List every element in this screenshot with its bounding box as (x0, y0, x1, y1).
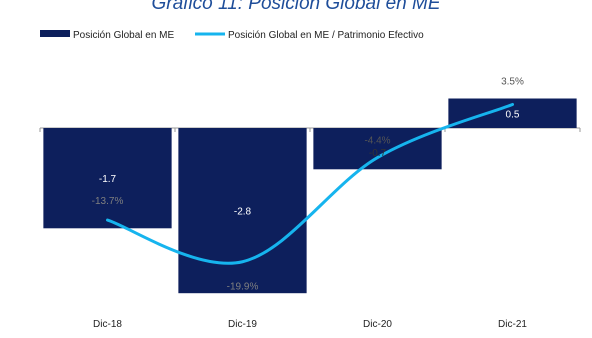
legend-bar-swatch (40, 30, 70, 37)
bar-dic-18 (43, 128, 172, 229)
category-label: Dic-21 (498, 319, 527, 330)
ratio-value-label: 3.5% (501, 76, 524, 87)
ratio-value-labels: -13.7% -19.9% -4.4% 3.5% (92, 76, 524, 292)
ratio-line (106, 102, 514, 265)
legend-line-label: Posición Global en ME / Patrimonio Efect… (228, 30, 424, 41)
chart-legend: Posición Global en ME Posición Global en… (40, 30, 424, 41)
bar-value-label: 0.5 (506, 109, 520, 120)
bar-series (43, 98, 577, 294)
category-label: Dic-19 (228, 319, 257, 330)
bar-dic-20 (313, 128, 442, 170)
legend-bar-label: Posición Global en ME (73, 30, 174, 41)
bar-dic-19 (178, 128, 307, 294)
category-label: Dic-18 (93, 319, 122, 330)
ratio-line-series (106, 102, 514, 265)
bar-value-label: -1.7 (99, 174, 117, 185)
category-label: Dic-20 (363, 319, 392, 330)
ratio-value-label: -4.4% (364, 136, 390, 147)
bar-value-labels: -1.7 -2.8 -0.7 0.5 (99, 109, 520, 217)
category-labels: Dic-18 Dic-19 Dic-20 Dic-21 (93, 319, 527, 330)
chart-title: Gráfico 11: Posición Global en ME (151, 0, 440, 14)
bar-value-label: -2.8 (234, 207, 252, 218)
bar-value-label: -0.7 (369, 148, 387, 159)
ratio-value-label: -19.9% (227, 282, 259, 293)
ratio-value-label: -13.7% (92, 196, 124, 207)
